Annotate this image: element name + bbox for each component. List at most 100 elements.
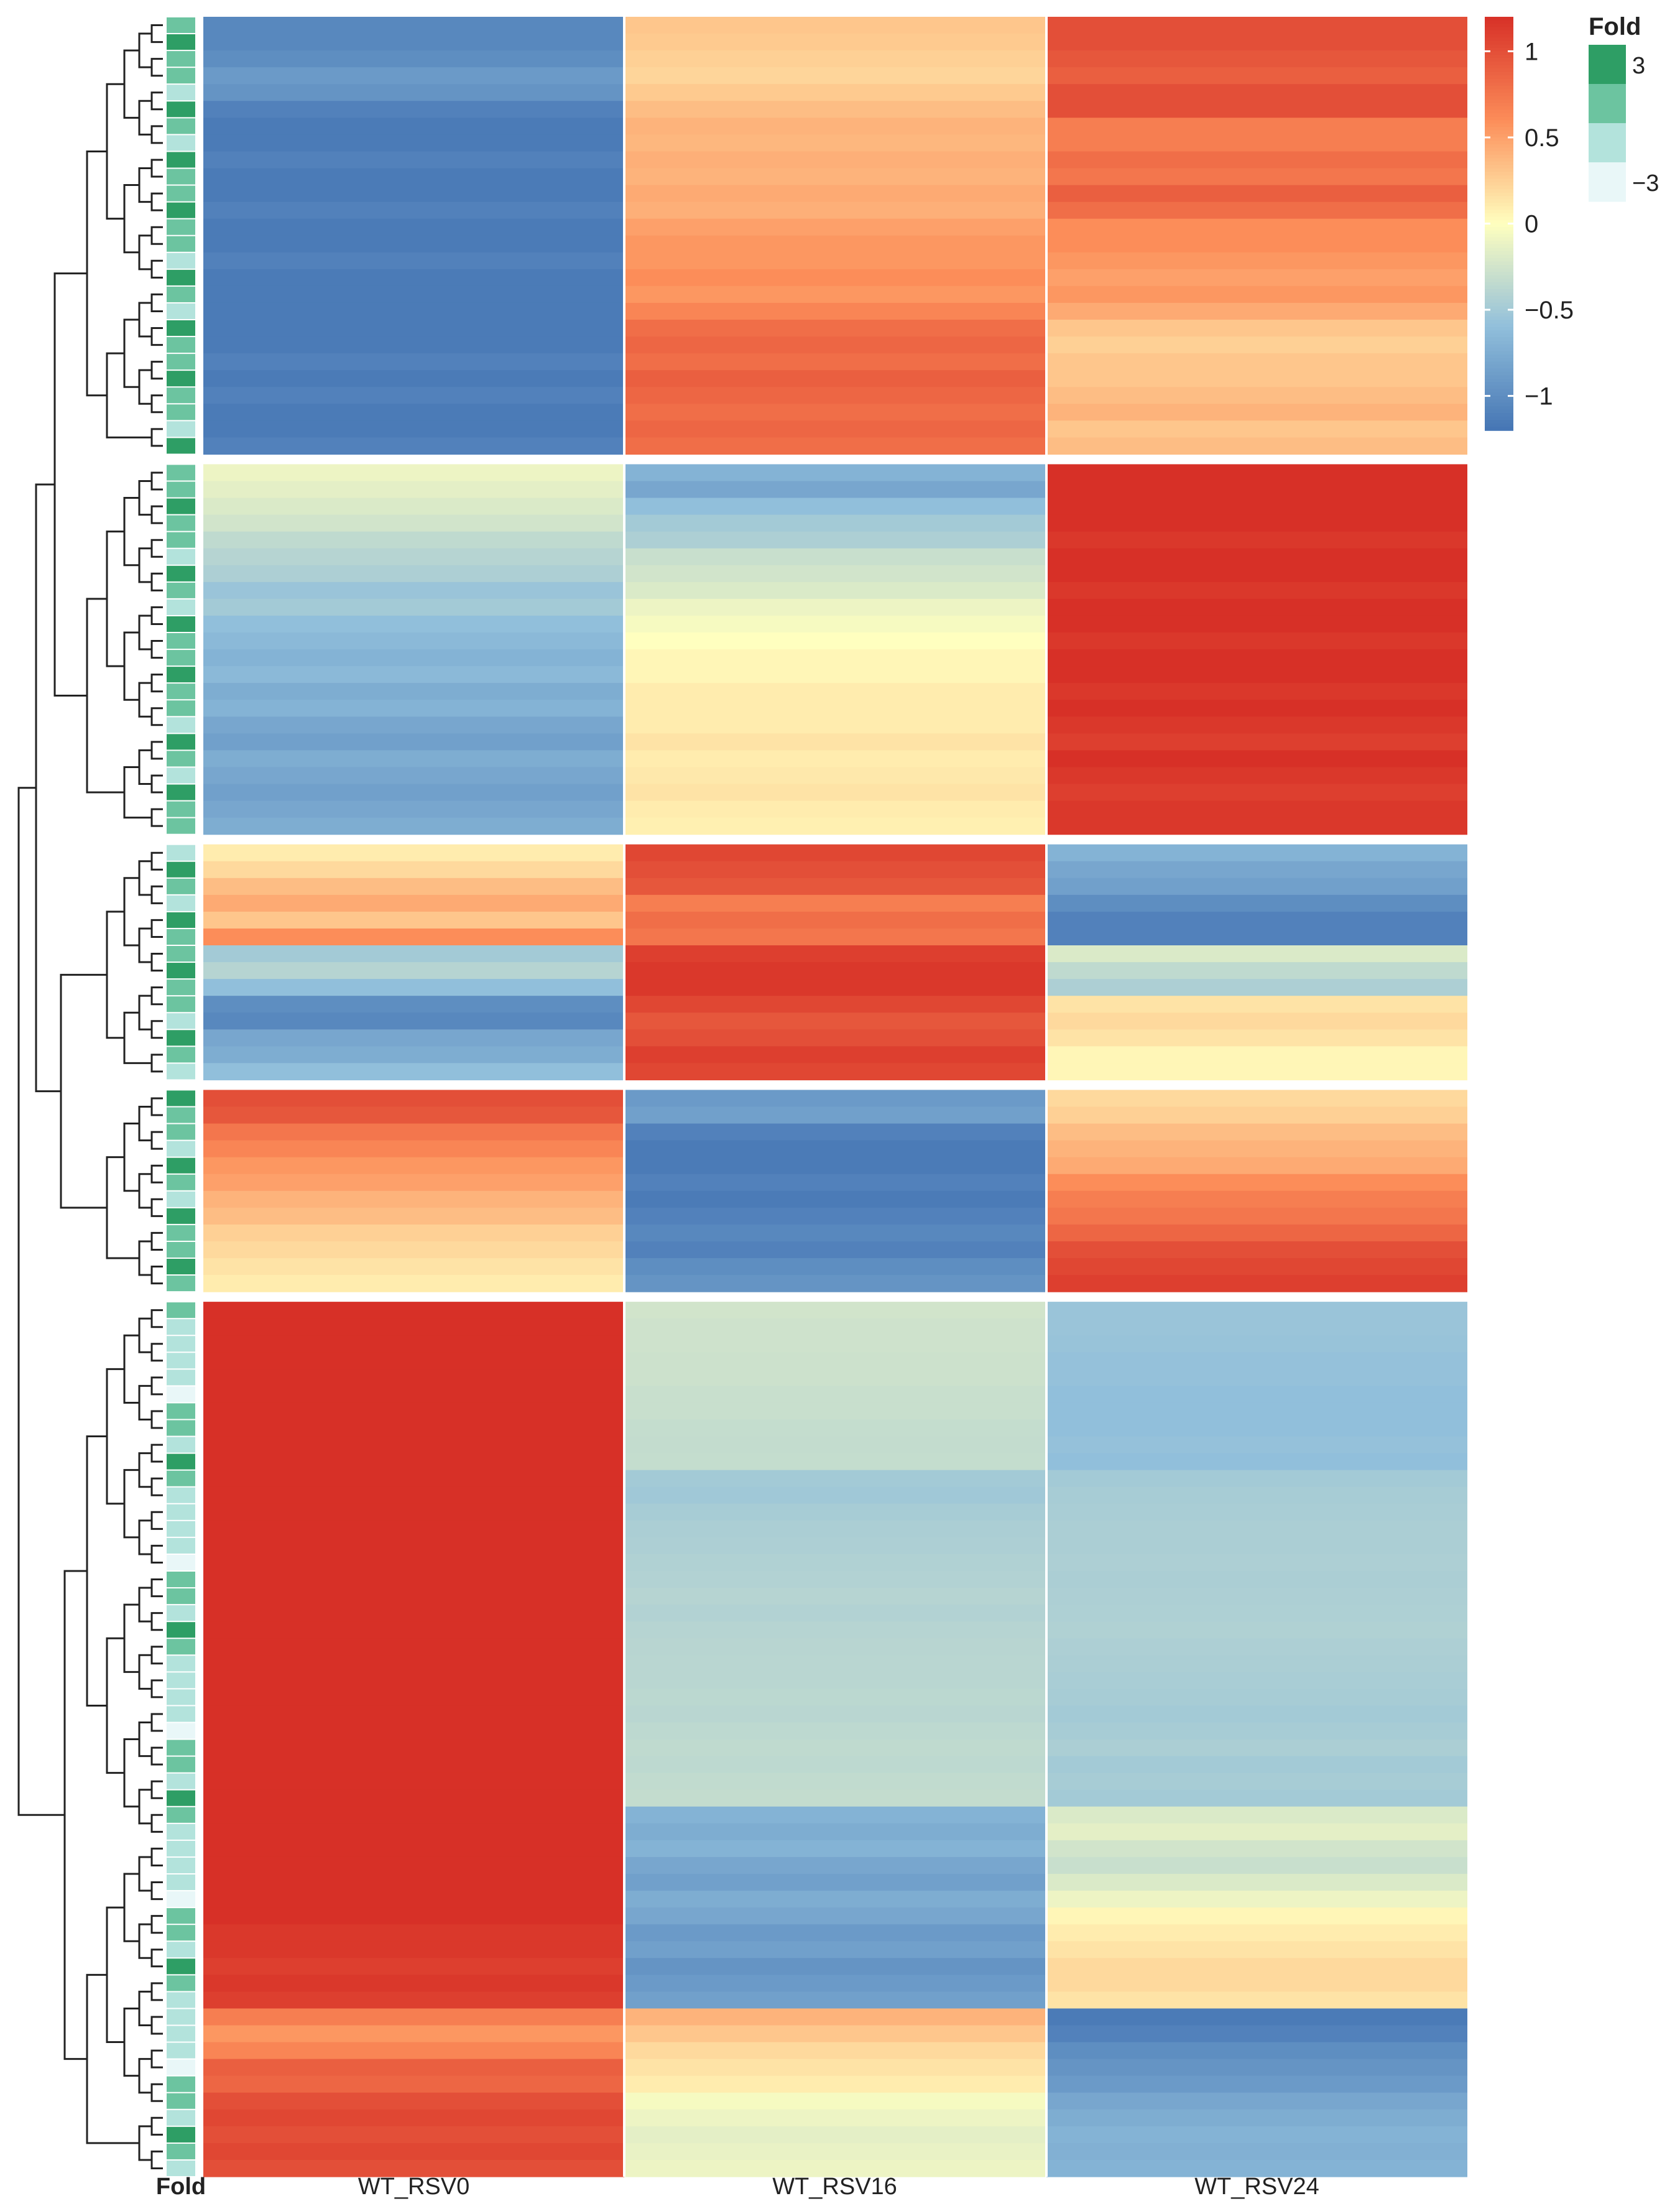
fold-cell-99 (167, 1723, 195, 1739)
dendro-leaf-pair-0-20 (150, 361, 163, 380)
dendro-leaf-pair-1-2 (150, 505, 163, 524)
fold-cell-79 (167, 1386, 195, 1402)
fold-cell-45 (167, 784, 195, 800)
dendro-node-1-2-0 (123, 497, 139, 567)
heat-cell-cluster-5-r4-WT_RSV0 (203, 1369, 624, 1386)
fold-cell-120 (167, 2076, 195, 2092)
dendro-node-4-1-14 (138, 1789, 152, 1825)
heat-cell-cluster-1-r3-WT_RSV24 (1046, 67, 1467, 85)
heat-cell-cluster-1-r22-WT_RSV16 (624, 387, 1045, 404)
heat-cell-cluster-1-r5-WT_RSV0 (203, 101, 624, 118)
fold-cell-94 (167, 1639, 195, 1655)
dendro-leaf-pair-0-12 (150, 226, 163, 245)
dendro-leaf-pair-4-24 (150, 1713, 163, 1732)
fold-cell-86 (167, 1504, 195, 1520)
scale-segment-71 (1485, 261, 1513, 266)
scale-segment-35 (1485, 137, 1513, 142)
heat-cell-cluster-3-r11-WT_RSV24 (1046, 1029, 1467, 1047)
heat-cell-cluster-1-r11-WT_RSV16 (624, 202, 1045, 220)
dendro-node-4-2-6 (123, 1738, 139, 1808)
heat-cell-cluster-3-r8-WT_RSV0 (203, 979, 624, 996)
heat-cell-cluster-5-r21-WT_RSV16 (624, 1655, 1045, 1672)
heat-cell-cluster-5-r4-WT_RSV16 (624, 1369, 1045, 1386)
dendro-node-4-2-0 (123, 1334, 139, 1404)
dendro-node-2-3-0 (106, 911, 124, 1039)
scale-segment-52 (1485, 196, 1513, 200)
scale-segment-46 (1485, 175, 1513, 180)
fold-cell-13 (167, 236, 195, 252)
dendro-node-1-3-0 (106, 531, 124, 667)
heat-cell-cluster-3-r7-WT_RSV16 (624, 962, 1045, 980)
scale-segment-55 (1485, 206, 1513, 211)
heat-cell-cluster-4-r5-WT_RSV24 (1046, 1174, 1467, 1192)
dendro-leaf-pair-4-20 (150, 1646, 163, 1665)
heat-cell-cluster-3-r12-WT_RSV16 (624, 1046, 1045, 1063)
scale-segment-88 (1485, 320, 1513, 325)
heat-cell-cluster-1-r21-WT_RSV16 (624, 370, 1045, 387)
heat-cell-cluster-4-r10-WT_RSV0 (203, 1258, 624, 1276)
heat-cell-cluster-5-r19-WT_RSV24 (1046, 1621, 1467, 1639)
heat-cell-cluster-5-r13-WT_RSV0 (203, 1520, 624, 1538)
scale-segment-60 (1485, 223, 1513, 228)
heat-cell-cluster-3-r11-WT_RSV0 (203, 1029, 624, 1047)
heat-cell-cluster-3-r9-WT_RSV16 (624, 996, 1045, 1013)
dendro-leaf-pair-4-14 (150, 1544, 163, 1564)
heat-cell-cluster-1-r25-WT_RSV16 (624, 437, 1045, 455)
heat-cell-cluster-5-r8-WT_RSV16 (624, 1436, 1045, 1454)
scale-segment-98 (1485, 354, 1513, 359)
fold-cell-68 (167, 1191, 195, 1207)
heat-cell-cluster-2-r6-WT_RSV0 (203, 565, 624, 583)
heat-cell-cluster-1-r19-WT_RSV16 (624, 336, 1045, 354)
scale-segment-94 (1485, 340, 1513, 345)
scale-segment-3 (1485, 27, 1513, 31)
heat-cell-cluster-1-r15-WT_RSV16 (624, 269, 1045, 287)
scale-segment-16 (1485, 72, 1513, 76)
heat-cell-cluster-1-r15-WT_RSV24 (1046, 269, 1467, 287)
heat-cell-cluster-1-r10-WT_RSV24 (1046, 185, 1467, 203)
scale-segment-93 (1485, 337, 1513, 341)
fold-cell-38 (167, 667, 195, 683)
fold-cell-51 (167, 895, 195, 911)
fold-cell-49 (167, 861, 195, 878)
dendro-node-4-1-24 (138, 2125, 152, 2161)
fold-cell-7 (167, 135, 195, 151)
dendro-leaf-pair-3-0 (150, 1097, 163, 1116)
dendro-leaf-pair-1-0 (150, 471, 163, 491)
scale-segment-0 (1485, 17, 1513, 21)
heat-cell-cluster-5-r37-WT_RSV0 (203, 1924, 624, 1942)
heat-cell-cluster-5-r49-WT_RSV16 (624, 2126, 1045, 2144)
heat-cell-cluster-1-r3-WT_RSV0 (203, 67, 624, 85)
heat-cell-cluster-5-r37-WT_RSV16 (624, 1924, 1045, 1942)
heat-cell-cluster-3-r7-WT_RSV24 (1046, 962, 1467, 980)
fold-cell-113 (167, 1958, 195, 1975)
scale-segment-41 (1485, 158, 1513, 162)
heat-cell-cluster-2-r18-WT_RSV24 (1046, 767, 1467, 785)
heat-cell-cluster-2-r0-WT_RSV24 (1046, 464, 1467, 482)
fold-legend-label-min: −3 (1632, 170, 1659, 197)
heat-cell-cluster-4-r1-WT_RSV0 (203, 1106, 624, 1124)
fold-cell-93 (167, 1622, 195, 1638)
fold-cell-88 (167, 1537, 195, 1554)
fold-cell-112 (167, 1942, 195, 1958)
dendro-leaf-pair-2-4 (150, 919, 163, 938)
scale-segment-77 (1485, 282, 1513, 287)
dendro-leaf-pair-0-4 (150, 91, 163, 111)
dendro-node-4-1-12 (138, 1721, 152, 1758)
heat-cell-cluster-1-r24-WT_RSV16 (624, 420, 1045, 438)
scale-segment-100 (1485, 361, 1513, 366)
heat-cell-cluster-1-r2-WT_RSV16 (624, 50, 1045, 68)
column-labels: Fold WT_RSV0 WT_RSV16 WT_RSV24 (156, 2174, 1319, 2200)
scale-tick-label-2: 0 (1525, 211, 1538, 238)
fold-cell-87 (167, 1521, 195, 1537)
heat-cell-cluster-4-r6-WT_RSV24 (1046, 1190, 1467, 1208)
dendro-node-3-1-4 (138, 1240, 152, 1276)
heat-cell-cluster-3-r8-WT_RSV24 (1046, 979, 1467, 996)
fold-cell-50 (167, 878, 195, 894)
heat-cell-cluster-3-r4-WT_RSV24 (1046, 911, 1467, 929)
heat-cell-cluster-5-r45-WT_RSV0 (203, 2059, 624, 2077)
scale-segment-101 (1485, 364, 1513, 369)
scale-segment-9 (1485, 47, 1513, 52)
fold-cell-96 (167, 1672, 195, 1689)
fold-cell-56 (167, 980, 195, 996)
